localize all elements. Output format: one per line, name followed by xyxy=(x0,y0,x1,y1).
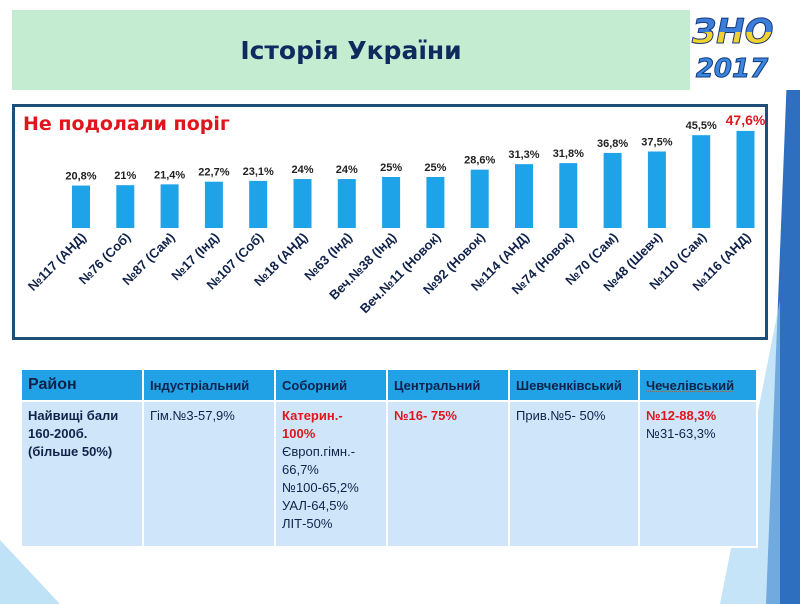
header-cell: Соборний xyxy=(274,368,388,402)
cell-chechelivskyi: №12-88,3% №31-63,3% xyxy=(638,400,758,548)
results-table: Район Індустріальний Соборний Центральни… xyxy=(20,368,758,548)
title-banner: Історія України xyxy=(12,10,690,90)
bar xyxy=(426,177,445,228)
bar xyxy=(337,179,356,228)
bar xyxy=(559,163,578,228)
cell-line: 66,7% xyxy=(282,462,319,477)
cell-sobornyi: Катерин.- 100% Європ.гімн.- 66,7% №100-6… xyxy=(274,400,388,548)
zno-logo: ЗНО 2017 xyxy=(692,10,775,100)
data-label: 37,5% xyxy=(641,137,672,149)
bar xyxy=(293,179,312,228)
bar xyxy=(72,185,90,228)
cell-line: 100% xyxy=(282,426,316,441)
cell-line: ЛІТ-50% xyxy=(282,516,333,531)
header-cell: Район xyxy=(20,368,144,402)
header-cell: Індустріальний xyxy=(142,368,276,402)
bar xyxy=(470,169,489,228)
cell-line: №12-88,3% xyxy=(646,408,717,423)
cell-central: №16- 75% xyxy=(386,400,510,548)
row-label-line: Найвищі бали xyxy=(28,408,119,423)
chart-title: Не подолали поріг xyxy=(23,113,230,135)
header-cell: Чечелівський xyxy=(638,368,758,402)
cell-industrial: Гім.№3-57,9% xyxy=(142,400,276,548)
data-label: 25% xyxy=(424,162,446,174)
header-cell: Шевченківський xyxy=(508,368,640,402)
data-label: 20,8% xyxy=(65,171,96,183)
bar xyxy=(647,151,666,228)
bar xyxy=(603,152,622,228)
category-label: №117 (АНД) xyxy=(25,230,89,294)
bar xyxy=(204,181,223,228)
bar xyxy=(692,135,711,228)
logo-text: ЗНО xyxy=(692,12,775,53)
data-label: 45,5% xyxy=(686,120,717,132)
data-label: 28,6% xyxy=(464,155,495,167)
bar xyxy=(515,164,533,228)
category-label: Веч.№11 (Новок) xyxy=(357,230,444,317)
data-label: 23,1% xyxy=(243,166,274,178)
row-label-line: (більше 50%) xyxy=(28,444,113,459)
data-label: 25% xyxy=(380,162,402,174)
chart-svg: 20,8%№117 (АНД)21%№76 (Соб)21,4%№87 (Сам… xyxy=(25,112,765,317)
data-label: 24% xyxy=(291,164,313,176)
cell-line: №31-63,3% xyxy=(646,426,716,441)
row-label-line: 160-200б. xyxy=(28,426,88,441)
data-label: 47,6% xyxy=(726,112,765,128)
bar xyxy=(116,185,135,228)
page-title: Історія України xyxy=(240,35,462,65)
cell-line: №100-65,2% xyxy=(282,480,359,495)
bar xyxy=(160,184,179,228)
cell-line: Європ.гімн.- xyxy=(282,444,356,459)
data-label: 31,3% xyxy=(508,149,539,161)
table-header-row: Район Індустріальний Соборний Центральни… xyxy=(20,368,758,402)
logo-year: 2017 xyxy=(695,54,769,85)
data-label: 22,7% xyxy=(198,167,229,179)
bar xyxy=(249,180,268,228)
row-label: Найвищі бали 160-200б. (більше 50%) xyxy=(20,400,144,548)
data-label: 24% xyxy=(336,164,358,176)
bar xyxy=(736,130,755,228)
header-cell: Центральний xyxy=(386,368,510,402)
data-label: 36,8% xyxy=(597,138,628,150)
bar xyxy=(382,177,401,228)
cell-shevchenkivskyi: Прив.№5- 50% xyxy=(508,400,640,548)
cell-line: УАЛ-64,5% xyxy=(282,498,349,513)
data-label: 31,8% xyxy=(553,148,584,160)
data-label: 21,4% xyxy=(154,169,185,181)
table-row: Найвищі бали 160-200б. (більше 50%) Гім.№3… xyxy=(20,400,758,548)
bar-chart: Не подолали поріг 20,8% №117 (АНД) 21% №76 … xyxy=(12,104,768,340)
cell-line: Катерин.- xyxy=(282,408,343,423)
decoration xyxy=(0,540,60,604)
data-label: 21% xyxy=(114,170,136,182)
